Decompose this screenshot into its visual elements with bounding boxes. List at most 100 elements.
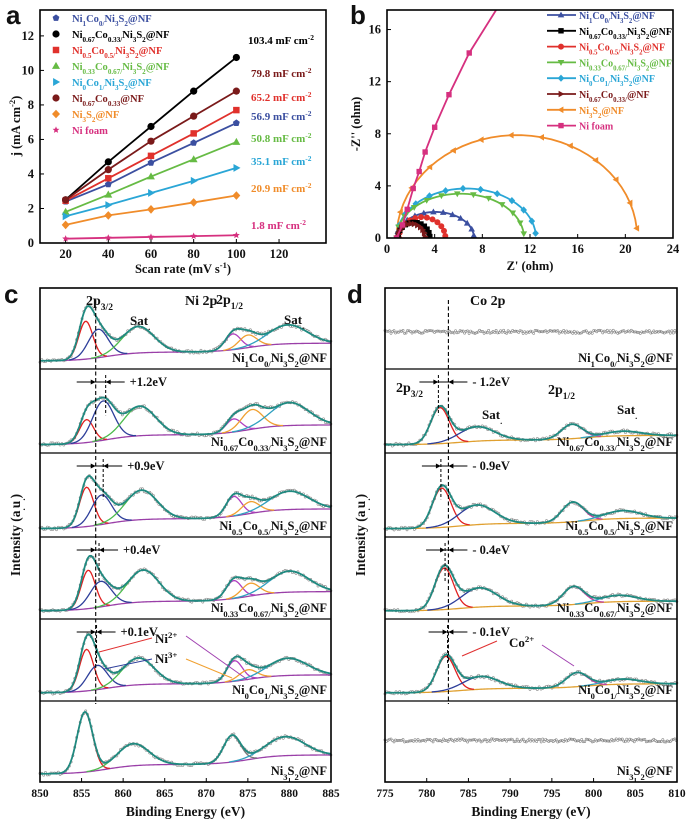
data-point-marker: [52, 109, 60, 119]
data-point: [616, 331, 620, 335]
annotation-pointer: [541, 644, 575, 667]
data-point-marker: [52, 94, 60, 102]
data-point-marker: [633, 225, 640, 232]
data-point: [605, 328, 609, 332]
data-point-marker: [438, 223, 445, 230]
sample-label: Ni0Co1/Ni3S2@NF: [578, 683, 673, 701]
arrowhead: [96, 629, 102, 635]
x-tick-label: 780: [418, 788, 436, 800]
data-point: [428, 329, 432, 332]
data-point: [650, 331, 654, 335]
arrowhead: [442, 629, 448, 635]
data-point: [605, 739, 609, 743]
legend-entry: Ni0Co1/Ni3S2@NF: [72, 78, 152, 92]
y-axis-label: Intensity (a.u.): [353, 494, 372, 576]
data-point: [638, 738, 642, 742]
data-point: [533, 738, 537, 742]
data-point: [410, 739, 414, 742]
data-point: [626, 739, 630, 743]
data-point: [476, 738, 480, 742]
data-point: [589, 739, 593, 742]
data-point: [664, 330, 668, 334]
data-point: [601, 739, 605, 743]
data-point-marker: [431, 124, 438, 130]
panel-c-ni2p-xps-chart: c Ni1Co0/Ni3S2@NF Ni0.67Co0.33/Ni3S2@NF +1.…: [4, 279, 340, 819]
arrowhead: [90, 629, 96, 635]
data-point-marker: [557, 74, 565, 82]
data-point: [565, 739, 569, 743]
data-point: [673, 737, 677, 741]
data-point-marker: [393, 235, 400, 238]
data-point: [461, 737, 465, 741]
data-point: [646, 739, 650, 743]
data-point: [463, 331, 466, 335]
x-tick-label: 120: [270, 247, 289, 261]
panel-letter: c: [4, 279, 18, 309]
shift-label: +1.2eV: [130, 375, 167, 389]
fit-envelope: [39, 475, 332, 530]
x-tick-label: 40: [102, 247, 115, 261]
data-point-marker: [558, 122, 564, 129]
data-point: [562, 740, 566, 743]
ion-annotation: Ni2+: [155, 630, 177, 646]
data-point: [401, 329, 405, 332]
data-point: [388, 329, 391, 333]
data-point-marker: [470, 192, 477, 199]
data-point: [403, 740, 406, 744]
data-point: [667, 740, 671, 743]
data-point: [580, 738, 584, 741]
data-point: [463, 739, 466, 743]
data-point: [631, 329, 635, 333]
data-point: [598, 328, 602, 332]
data-point: [508, 330, 512, 334]
data-point: [449, 737, 453, 741]
annotation-pointer: [185, 635, 249, 681]
data-point-marker: [189, 155, 198, 163]
data-point: [619, 738, 623, 742]
y-tick-label: 2: [28, 201, 34, 215]
data-point: [581, 330, 585, 334]
data-point-marker: [470, 232, 478, 238]
data-point-marker: [105, 201, 113, 209]
data-point: [572, 737, 576, 741]
data-point: [415, 329, 418, 333]
data-point: [464, 738, 468, 742]
data-point: [392, 329, 396, 333]
shift-label: +0.1eV: [121, 625, 158, 639]
fit-component: [226, 582, 275, 600]
data-point-marker: [410, 185, 416, 192]
series-line: [395, 187, 537, 238]
arrowhead: [103, 463, 109, 469]
data-point: [460, 329, 463, 333]
data-point: [502, 328, 506, 332]
data-point: [568, 737, 572, 741]
data-point: [394, 738, 397, 742]
data-point: [635, 330, 639, 334]
data-point-marker: [418, 214, 425, 221]
data-point-marker: [557, 60, 565, 66]
fit-component: [411, 406, 469, 445]
data-point: [608, 329, 612, 333]
data-point: [601, 331, 605, 335]
data-point-marker: [442, 233, 449, 238]
data-point: [389, 737, 393, 741]
data-point: [661, 738, 665, 742]
data-point: [566, 331, 570, 334]
data-point: [661, 331, 665, 334]
data-point-marker: [520, 206, 527, 214]
data-point: [614, 737, 618, 741]
data-point-marker: [399, 222, 406, 228]
data-point: [473, 738, 477, 741]
capacitance-annotation: 65.2 mF cm-2: [251, 90, 312, 105]
arrowhead: [90, 379, 96, 385]
data-point: [556, 740, 560, 744]
fit-envelope: [39, 305, 332, 362]
data-point-marker: [426, 229, 432, 236]
y-tick-label: 12: [369, 75, 382, 89]
data-point-marker: [557, 106, 564, 114]
background-line: [39, 590, 332, 612]
data-point-marker: [457, 214, 464, 221]
data-point-marker: [498, 202, 506, 208]
data-point-marker: [52, 61, 60, 69]
